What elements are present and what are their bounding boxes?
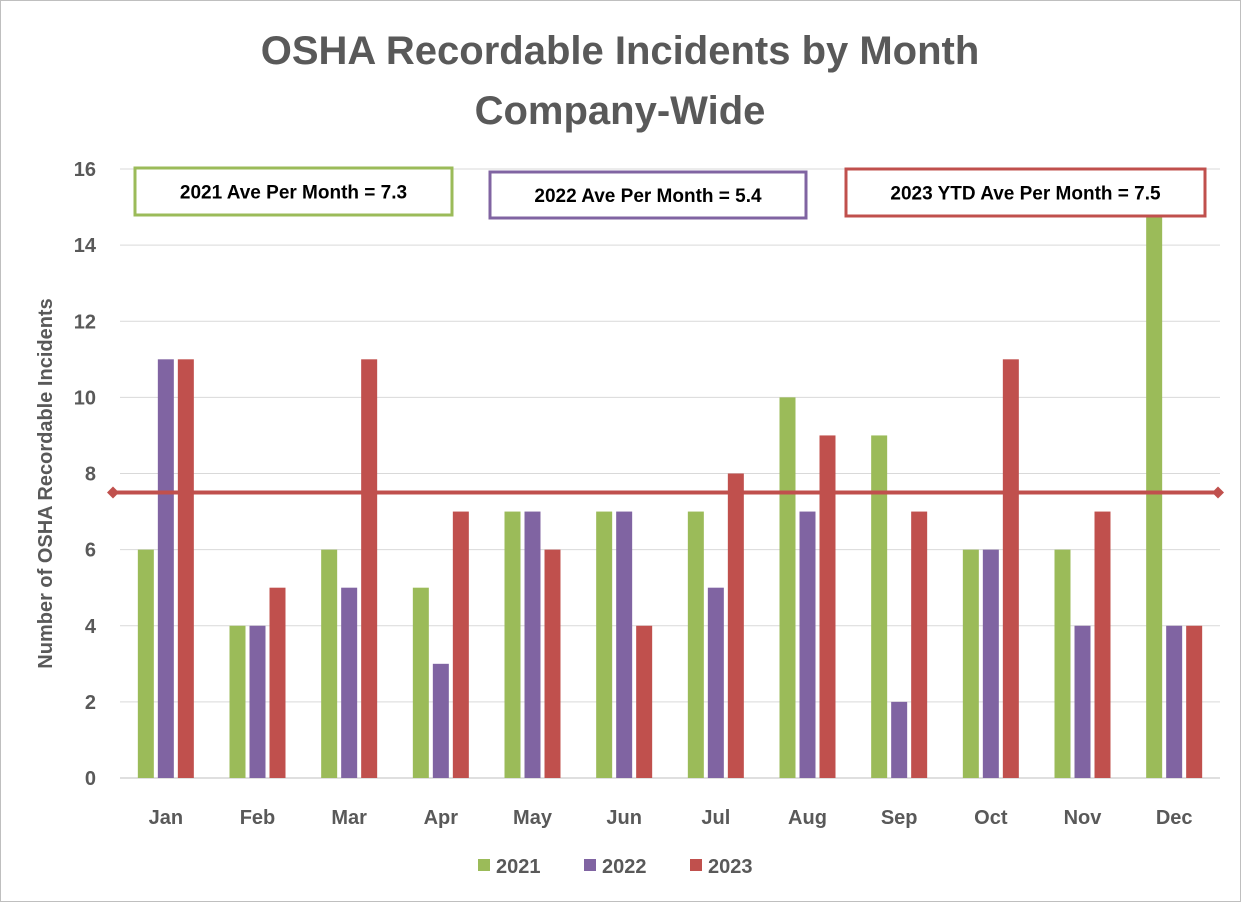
x-tick-label: May — [513, 807, 553, 829]
bar-2023-jul — [727, 473, 744, 778]
bar-2021-oct — [962, 549, 979, 778]
x-tick-label: Aug — [788, 807, 827, 829]
bar-2022-feb — [249, 625, 266, 778]
legend-label: 2022 — [602, 856, 647, 878]
bar-2021-mar — [321, 549, 338, 778]
legend-swatch-2021 — [478, 859, 490, 871]
bar-2021-apr — [412, 587, 429, 778]
annotation-text: 2021 Ave Per Month = 7.3 — [180, 183, 407, 204]
bar-2022-aug — [799, 511, 816, 778]
annotation-box — [844, 167, 1207, 218]
x-tick-label: Jul — [701, 807, 730, 829]
legend-label: 2023 — [708, 856, 753, 878]
bar-2022-dec — [1166, 625, 1183, 778]
annotation-text: 2023 YTD Ave Per Month = 7.5 — [890, 184, 1161, 205]
bar-2021-aug — [779, 397, 796, 778]
x-tick-label: Apr — [424, 807, 459, 829]
bar-2021-sep — [871, 435, 888, 778]
x-tick-label: Mar — [331, 807, 367, 829]
y-tick-label: 14 — [74, 235, 97, 257]
x-tick-label: Jun — [606, 807, 642, 829]
bar-2022-jul — [707, 587, 724, 778]
bar-2021-jan — [137, 549, 154, 778]
annotation-box — [133, 166, 454, 217]
y-tick-label: 4 — [85, 616, 97, 638]
y-tick-label: 6 — [85, 540, 96, 562]
annotation-box — [488, 170, 808, 220]
bar-2021-jun — [596, 511, 613, 778]
average-line-marker — [1212, 486, 1224, 499]
bar-2023-aug — [819, 435, 836, 778]
bar-2021-nov — [1054, 549, 1071, 778]
bar-2022-oct — [982, 549, 999, 778]
y-tick-label: 10 — [74, 387, 96, 409]
bar-2023-sep — [911, 511, 928, 778]
bar-2022-may — [524, 511, 541, 778]
y-tick-label: 2 — [85, 692, 96, 714]
chart-title-line: OSHA Recordable Incidents by Month — [261, 29, 980, 73]
x-tick-label: Oct — [974, 807, 1008, 829]
bar-2023-feb — [269, 587, 286, 778]
y-tick-label: 12 — [74, 311, 96, 333]
bar-2021-may — [504, 511, 521, 778]
x-tick-label: Nov — [1064, 807, 1103, 829]
bar-2022-mar — [341, 587, 358, 778]
x-tick-label: Dec — [1156, 807, 1193, 829]
bar-2023-may — [544, 549, 561, 778]
bar-2022-apr — [432, 663, 449, 778]
bar-2022-jun — [616, 511, 633, 778]
bar-2023-jun — [636, 625, 653, 778]
bar-2021-feb — [229, 625, 246, 778]
bar-2022-nov — [1074, 625, 1091, 778]
bar-2022-jan — [157, 359, 174, 778]
bar-2022-sep — [891, 701, 908, 778]
x-tick-label: Jan — [149, 807, 183, 829]
bar-2023-dec — [1186, 625, 1203, 778]
bar-2023-apr — [452, 511, 469, 778]
y-axis-label: Number of OSHA Recordable Incidents — [35, 298, 57, 668]
x-tick-label: Sep — [881, 807, 918, 829]
legend-swatch-2022 — [584, 859, 596, 871]
legend-label: 2021 — [496, 856, 541, 878]
bar-2023-mar — [361, 359, 378, 778]
x-tick-label: Feb — [240, 807, 276, 829]
bar-2021-jul — [687, 511, 704, 778]
bar-2023-jan — [177, 359, 194, 778]
y-tick-label: 8 — [85, 464, 96, 486]
y-tick-label: 0 — [85, 768, 96, 790]
average-line-marker — [107, 486, 119, 499]
legend-swatch-2023 — [690, 859, 702, 871]
bar-2023-oct — [1002, 359, 1019, 778]
y-tick-label: 16 — [74, 159, 96, 181]
annotation-text: 2022 Ave Per Month = 5.4 — [534, 186, 762, 207]
bar-2023-nov — [1094, 511, 1111, 778]
chart-title-line: Company-Wide — [475, 89, 766, 133]
